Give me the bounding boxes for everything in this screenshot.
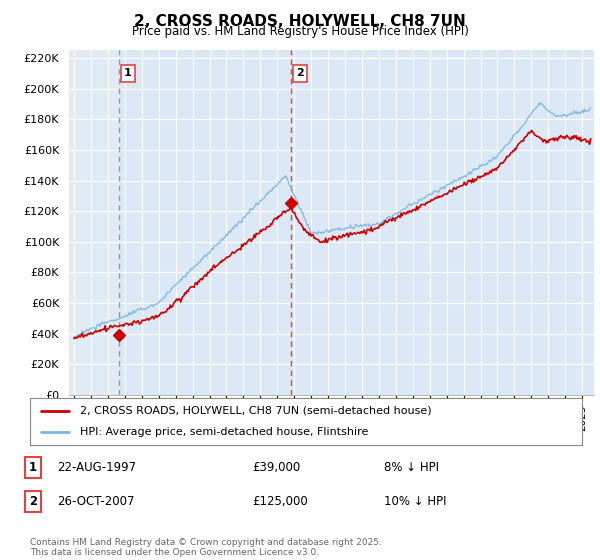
Text: Price paid vs. HM Land Registry's House Price Index (HPI): Price paid vs. HM Land Registry's House …	[131, 25, 469, 38]
Text: 26-OCT-2007: 26-OCT-2007	[57, 494, 134, 508]
Text: 1: 1	[124, 68, 131, 78]
Text: 22-AUG-1997: 22-AUG-1997	[57, 461, 136, 474]
Text: HPI: Average price, semi-detached house, Flintshire: HPI: Average price, semi-detached house,…	[80, 427, 368, 437]
Text: 10% ↓ HPI: 10% ↓ HPI	[384, 494, 446, 508]
Text: 2, CROSS ROADS, HOLYWELL, CH8 7UN (semi-detached house): 2, CROSS ROADS, HOLYWELL, CH8 7UN (semi-…	[80, 406, 431, 416]
Text: 1: 1	[29, 461, 37, 474]
Text: 2: 2	[296, 68, 304, 78]
Text: 2, CROSS ROADS, HOLYWELL, CH8 7UN: 2, CROSS ROADS, HOLYWELL, CH8 7UN	[134, 14, 466, 29]
Text: Contains HM Land Registry data © Crown copyright and database right 2025.
This d: Contains HM Land Registry data © Crown c…	[30, 538, 382, 557]
Bar	[69, 50, 119, 395]
Text: £125,000: £125,000	[252, 494, 308, 508]
Text: 2: 2	[29, 494, 37, 508]
Text: 8% ↓ HPI: 8% ↓ HPI	[384, 461, 439, 474]
Text: £39,000: £39,000	[252, 461, 300, 474]
